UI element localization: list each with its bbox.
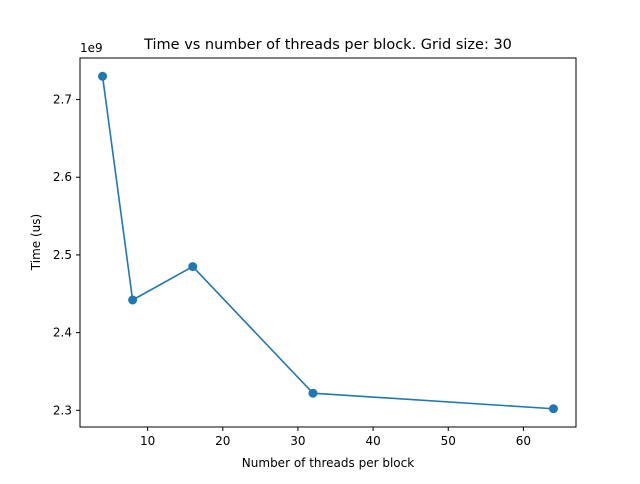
- y-tick-label: 2.4: [53, 326, 72, 340]
- y-axis-ticks: 2.3 2.4 2.5 2.6 2.7: [53, 93, 80, 417]
- data-point-marker: [128, 295, 138, 305]
- chart-title: Time vs number of threads per block. Gri…: [143, 37, 512, 53]
- y-tick-label: 2.6: [53, 170, 72, 184]
- x-axis-ticks: 10 20 30 40 50 60: [140, 427, 531, 448]
- plot-frame: [79, 57, 577, 428]
- y-tick-label: 2.7: [53, 93, 72, 107]
- x-axis-label: Number of threads per block: [242, 456, 414, 470]
- data-point-marker: [308, 388, 318, 398]
- data-point-marker: [548, 404, 558, 414]
- y-axis-label: Time (us): [29, 214, 43, 271]
- y-tick-label: 2.3: [53, 403, 72, 417]
- y-tick-label: 2.5: [53, 248, 72, 262]
- x-tick-label: 50: [441, 434, 456, 448]
- data-point-marker: [188, 262, 198, 272]
- x-tick-label: 40: [365, 434, 380, 448]
- y-axis-offset-label: 1e9: [80, 41, 103, 55]
- data-point-marker: [98, 71, 108, 81]
- x-tick-label: 10: [140, 434, 155, 448]
- plot-content: [98, 71, 558, 414]
- x-tick-label: 20: [215, 434, 230, 448]
- x-tick-label: 60: [516, 434, 531, 448]
- x-tick-label: 30: [290, 434, 305, 448]
